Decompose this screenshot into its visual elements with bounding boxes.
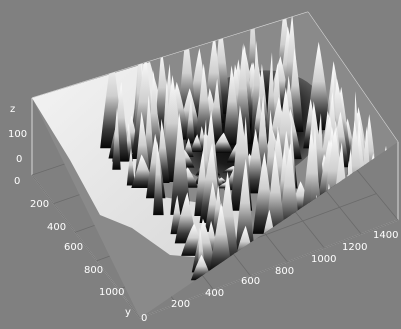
y-tick-label: 1000: [99, 287, 124, 298]
surface-peak: [190, 134, 203, 153]
surface-peak: [223, 65, 242, 146]
y-tick-label: 200: [30, 199, 49, 210]
x-tick-label: 1200: [342, 242, 367, 253]
x-tick-label: 200: [171, 299, 190, 310]
y-tick-label: 600: [64, 242, 83, 253]
surface-peak: [209, 202, 233, 273]
y-axis-label: y: [125, 307, 131, 318]
z-axis-label: z: [10, 104, 15, 115]
surface-peak: [191, 218, 217, 273]
y-tick-label: 400: [47, 222, 66, 233]
y-tick-label: 800: [84, 265, 103, 276]
x-tick-label: 1000: [311, 254, 336, 265]
surface-peak: [126, 148, 135, 186]
grid-line: [31, 174, 141, 319]
surface-peak: [170, 112, 191, 215]
tick-labels: 100 0 0 200 400 600 800 1000 0 200 400 6…: [8, 104, 398, 324]
surface-peak: [112, 107, 121, 170]
x-tick-label: 600: [241, 276, 260, 287]
x-tick-label: 400: [205, 288, 224, 299]
surface-peak: [234, 158, 255, 257]
surface-peak: [211, 132, 234, 154]
x-origin-label: 0: [141, 313, 147, 324]
surface-peak: [153, 140, 164, 216]
surface-peak: [363, 170, 375, 224]
surface-peak: [346, 187, 372, 231]
surface-peak: [195, 63, 213, 146]
surface-peak: [306, 41, 332, 131]
grid-line: [139, 219, 399, 319]
z-tick-label: 100: [8, 129, 27, 140]
surface-peak: [312, 194, 324, 241]
y-tick-label: 0: [14, 176, 20, 187]
z-tick-label: 0: [16, 154, 22, 165]
x-tick-label: 1400: [373, 230, 398, 241]
surface-peak: [185, 99, 195, 144]
x-tick-label: 800: [275, 266, 294, 277]
surface-peak: [210, 78, 224, 142]
